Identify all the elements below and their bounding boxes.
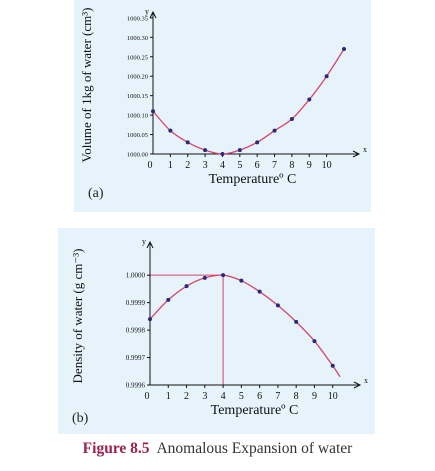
x-axis-label: Temperatureº C (211, 403, 299, 418)
y-tick-label: 1000.35 (127, 15, 148, 22)
chart-b-svg: y x 0.9996 0.9997 0.9998 0.9999 1.0000 0 1 2 3 4 5 6 7… (70, 237, 368, 418)
data-point (220, 152, 225, 156)
y-tick-label: 0.9996 (126, 382, 146, 390)
data-point (151, 109, 155, 114)
x-axis-letter: x (364, 376, 368, 385)
x-tick-label: 4 (220, 160, 225, 171)
data-point (257, 289, 262, 294)
data-point (272, 128, 277, 133)
data-point (185, 140, 190, 145)
y-axis-letter: y (142, 237, 146, 246)
data-point (307, 97, 312, 102)
x-tick-label: 1 (168, 160, 173, 171)
y-tick-label: 1000.25 (127, 54, 148, 61)
data-point (184, 284, 189, 289)
x-axis-arrow (352, 150, 361, 158)
chart-panel-b: y x 0.9996 0.9997 0.9998 0.9999 1.0000 0 1 2 3 4 5 6 7… (58, 228, 375, 434)
y-axis-arrow (146, 240, 154, 249)
panel-label-a: (a) (88, 186, 104, 201)
y-tick-label: 1000.00 (127, 152, 148, 159)
x-tick-label: 0 (148, 160, 153, 171)
data-point (166, 297, 171, 302)
data-point (237, 148, 242, 153)
data-point (312, 339, 317, 344)
y-axis-label: Density of water (g cm⁻³) (70, 249, 85, 384)
x-tick-label: 2 (184, 391, 189, 402)
x-tick-label: 1 (166, 391, 171, 402)
figure-caption-text: Anomalous Expansion of water (156, 440, 353, 457)
x-axis-label: Temperatureº C (209, 172, 297, 187)
data-point (168, 128, 173, 133)
series-line (149, 274, 341, 378)
y-tick-label: 1000.15 (127, 93, 148, 100)
x-tick-label: 2 (185, 160, 190, 171)
x-tick-label: 7 (275, 391, 280, 402)
data-point (202, 275, 207, 280)
y-axis-letter: y (145, 7, 149, 16)
y-tick-label: 1.0000 (126, 272, 146, 280)
x-tick-label: 10 (328, 391, 338, 402)
x-tick-label: 8 (294, 391, 299, 402)
y-tick-label: 1000.30 (127, 35, 148, 42)
y-tick-label: 1000.20 (127, 74, 148, 81)
data-point (221, 273, 226, 278)
y-tick-label: 1000.10 (127, 113, 148, 120)
x-tick-label: 8 (289, 160, 294, 171)
data-point (294, 319, 299, 324)
data-point (330, 363, 335, 368)
x-tick-label: 4 (221, 391, 226, 402)
figure-caption: Figure 8.5 Anomalous Expansion of water (0, 440, 435, 458)
data-point (203, 148, 208, 153)
x-tick-label: 3 (202, 391, 207, 402)
y-tick-label: 0.9999 (126, 299, 146, 307)
y-axis-label: Volume of 1kg of water (cm³) (79, 8, 94, 163)
figure-number: Figure 8.5 (82, 440, 150, 457)
x-tick-label: 6 (255, 160, 260, 171)
panel-label-b: (b) (72, 411, 89, 426)
x-tick-label: 0 (145, 391, 150, 402)
y-axis-arrow (149, 10, 157, 19)
data-point (289, 117, 294, 121)
x-tick-label: 5 (239, 391, 244, 402)
x-tick-label: 10 (322, 160, 332, 171)
y-tick-label: 0.9997 (126, 354, 146, 362)
chart-a-svg: yx1000.001000.051000.101000.151000.20100… (79, 7, 367, 187)
x-axis-arrow (353, 381, 362, 389)
x-axis-letter: x (363, 145, 367, 154)
chart-panel-a: y x 1000.00 1000.05 1000.10 1000.15 1000.20 100… (74, 0, 371, 212)
data-point (239, 278, 244, 283)
y-tick-label: 1000.05 (127, 132, 148, 139)
data-point (275, 303, 280, 308)
data-point (324, 74, 329, 79)
x-tick-label: 7 (272, 160, 277, 171)
x-tick-label: 9 (307, 160, 312, 171)
data-point (255, 140, 260, 145)
series-line (152, 48, 345, 155)
x-tick-label: 5 (237, 160, 242, 171)
x-tick-label: 6 (257, 391, 262, 402)
data-point (148, 317, 152, 322)
x-tick-label: 9 (312, 391, 317, 402)
x-tick-label: 3 (203, 160, 208, 171)
data-point (342, 47, 346, 51)
y-tick-label: 0.9998 (126, 327, 146, 335)
